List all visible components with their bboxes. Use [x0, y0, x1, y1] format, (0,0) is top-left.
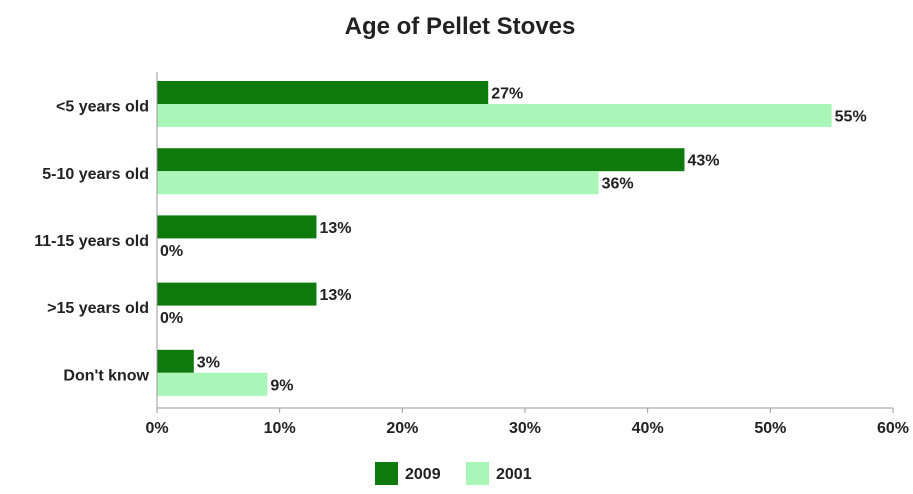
data-label-2001: 55%: [835, 109, 867, 126]
legend-label-2009: 2009: [405, 466, 441, 483]
category-label: >15 years old: [47, 300, 149, 317]
bar-2009-3: [157, 282, 317, 306]
category-label: <5 years old: [56, 99, 149, 116]
bars-layer: [157, 81, 832, 396]
x-tick-label: 0%: [145, 420, 168, 437]
data-label-2009: 13%: [319, 287, 351, 304]
data-label-2009: 27%: [491, 86, 523, 103]
bar-2009-2: [157, 215, 317, 239]
data-label-2009: 13%: [319, 220, 351, 237]
data-label-2009: 3%: [197, 354, 220, 371]
data-label-2001: 9%: [270, 377, 293, 394]
legend-swatch-2009: [375, 462, 398, 485]
data-label-2001: 0%: [160, 310, 183, 327]
x-tick-label: 30%: [509, 420, 541, 437]
bar-2001-1: [157, 171, 599, 195]
legend-swatch-2001: [466, 462, 489, 485]
category-label: 11-15 years old: [34, 233, 149, 250]
x-tick-label: 60%: [877, 420, 909, 437]
bar-2009-0: [157, 81, 489, 104]
x-tick-label: 10%: [264, 420, 296, 437]
legend: 2009 2001: [375, 462, 532, 485]
labels-layer: <5 years old 27% 55% 5-10 years old 43% 36% 11…: [34, 86, 866, 395]
data-label-2001: 0%: [160, 243, 183, 260]
x-tick-label: 20%: [386, 420, 418, 437]
category-label: Don't know: [63, 367, 149, 384]
x-tick-label: 40%: [632, 420, 664, 437]
axis-layer: 0% 10% 20% 30% 40% 50% 60%: [145, 72, 909, 437]
data-label-2001: 36%: [602, 176, 634, 193]
data-label-2009: 43%: [687, 153, 719, 170]
chart-title: Age of Pellet Stoves: [345, 13, 576, 40]
bar-2001-4: [157, 372, 268, 396]
bar-2009-4: [157, 349, 194, 373]
x-tick-label: 50%: [754, 420, 786, 437]
bar-2009-1: [157, 148, 685, 172]
category-label: 5-10 years old: [42, 166, 149, 183]
bar-2001-0: [157, 104, 832, 127]
legend-label-2001: 2001: [496, 466, 532, 483]
